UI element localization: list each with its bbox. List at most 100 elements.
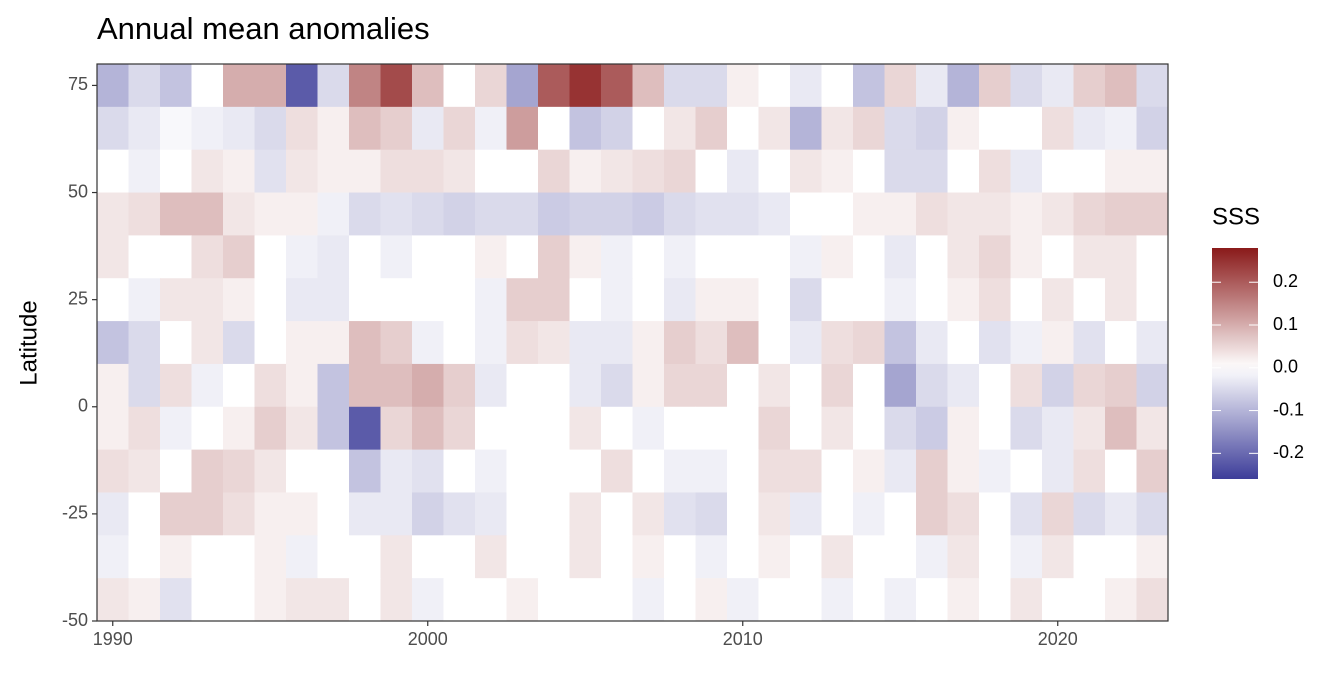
tile [317, 535, 350, 579]
tile [1010, 363, 1043, 408]
tile [664, 535, 696, 579]
tile [443, 535, 476, 579]
tile [128, 64, 161, 108]
tile [1042, 492, 1074, 536]
tile [506, 406, 539, 451]
tile [412, 64, 444, 108]
tile [632, 64, 665, 108]
tile [286, 535, 318, 579]
tile [160, 406, 192, 451]
tile [695, 192, 728, 236]
tile [758, 492, 791, 536]
tile [349, 535, 381, 579]
tile [979, 149, 1011, 194]
tile [601, 106, 633, 151]
tile [821, 406, 854, 451]
tile [853, 363, 885, 408]
colorbar-tick-label: -0.1 [1273, 399, 1304, 419]
tile [727, 278, 759, 322]
tile [286, 321, 318, 365]
tile [664, 492, 696, 536]
tile [475, 492, 507, 536]
tile [254, 406, 287, 451]
tile [254, 235, 287, 279]
tile [664, 106, 696, 151]
tile [286, 406, 318, 451]
tile [947, 321, 980, 365]
tile [947, 64, 980, 108]
tile [790, 106, 822, 151]
tile [1073, 235, 1106, 279]
tile [412, 449, 444, 493]
tile [443, 278, 476, 322]
tile [884, 578, 917, 621]
tile [1136, 406, 1168, 451]
tile [569, 278, 602, 322]
panel-border [96, 63, 1169, 622]
tile [790, 535, 822, 579]
tile [758, 449, 791, 493]
tile [601, 578, 633, 621]
tile [128, 278, 161, 322]
tile [506, 535, 539, 579]
tile [884, 106, 917, 151]
tile [1136, 321, 1168, 365]
tile [128, 492, 161, 536]
tile [758, 578, 791, 621]
tile [475, 363, 507, 408]
tile [191, 192, 224, 236]
tile [632, 106, 665, 151]
tile [1136, 363, 1168, 408]
tile [349, 449, 381, 493]
tile [538, 278, 570, 322]
tile [97, 535, 129, 579]
tile [569, 492, 602, 536]
tile [286, 235, 318, 279]
tile [916, 449, 948, 493]
tile [758, 321, 791, 365]
tile [884, 278, 917, 322]
tile [790, 449, 822, 493]
tile [758, 535, 791, 579]
tile [1010, 278, 1043, 322]
tile [821, 363, 854, 408]
tile [349, 192, 381, 236]
tile [191, 321, 224, 365]
tile [538, 235, 570, 279]
tile [853, 64, 885, 108]
tile [1042, 406, 1074, 451]
tile [191, 363, 224, 408]
tile [916, 149, 948, 194]
tile [695, 578, 728, 621]
tile [884, 192, 917, 236]
tile [1010, 321, 1043, 365]
tile [412, 106, 444, 151]
tile [475, 578, 507, 621]
tile [128, 535, 161, 579]
tile [569, 535, 602, 579]
tile [160, 106, 192, 151]
tile [664, 363, 696, 408]
tile [853, 535, 885, 579]
tile [979, 535, 1011, 579]
tile [160, 449, 192, 493]
tile [1105, 492, 1137, 536]
tile [853, 578, 885, 621]
tile [223, 235, 255, 279]
tile [412, 578, 444, 621]
tile [97, 578, 129, 621]
tile [223, 578, 255, 621]
tile [758, 363, 791, 408]
tile [160, 492, 192, 536]
tile [317, 278, 350, 322]
tile [1010, 235, 1043, 279]
tile [475, 64, 507, 108]
tile [1105, 278, 1137, 322]
tile [349, 321, 381, 365]
y-tick-label: -25 [62, 503, 88, 523]
tile [380, 321, 413, 365]
tile [128, 363, 161, 408]
tile [632, 406, 665, 451]
tile [601, 149, 633, 194]
tile [506, 192, 539, 236]
